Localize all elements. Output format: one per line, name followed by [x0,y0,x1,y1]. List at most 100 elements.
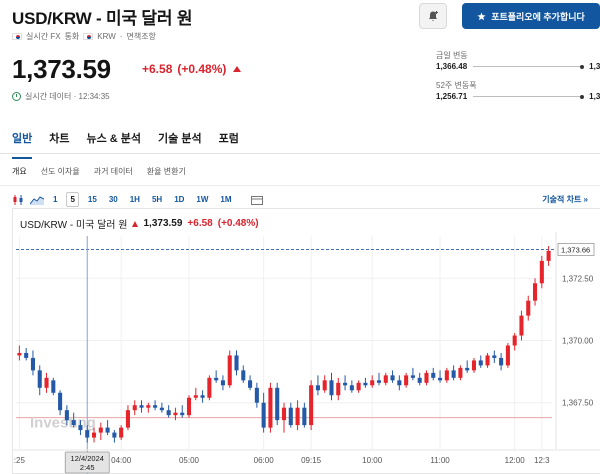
y-tick-label: 1,370.00 [562,337,594,346]
candle-body [275,387,280,421]
day-range-marker [580,64,585,69]
candle-body [281,407,287,421]
x-tick-label: 04:00 [111,456,132,465]
last-price-tag [557,243,595,256]
last-price: 1,373.59 [12,54,111,84]
candle-body [458,367,463,378]
disclaimer-link[interactable]: 면책조항 [126,32,156,41]
legend-up-icon [132,220,139,227]
candle-body [207,377,212,398]
candle-body [390,375,395,381]
week52-range-label: 52주 변동폭 [436,81,477,90]
x-tick-label: 11:00 [430,456,450,465]
meta-krw: KRW [97,32,116,41]
alert-button[interactable] [419,3,447,29]
interval-1d[interactable]: 1D [174,195,185,204]
candle-body [153,405,158,408]
star-icon [477,11,486,20]
week52-range-high: 1,373.74 [589,92,600,101]
flag-icon [83,33,94,40]
week52-range-low: 1,256.71 [436,92,468,101]
tab-news-analysis[interactable]: 뉴스 & 분석 [86,133,142,145]
candle-body [383,375,388,383]
candle-body [98,427,103,433]
candle-body [214,377,219,381]
interval-1mo[interactable]: 1M [220,195,232,204]
candle-body [492,355,497,358]
candle-body [146,405,151,408]
interval-1m[interactable]: 1 [53,195,58,204]
bell-plus-icon [429,11,438,21]
price-chart[interactable]: Investing 1,372.50 1,370.00 1,367.50 1,373.6… [12,232,600,474]
x-tick-label: 09:15 [301,456,322,465]
chart-toolbar: 1 5 15 30 1H 5H 1D 1W 1M [12,192,263,207]
candle-body [268,387,273,428]
candle-body [444,370,449,381]
interval-5m[interactable]: 5 [66,192,79,207]
candle-body [322,380,327,391]
candle-body [261,402,266,428]
candle-body [186,397,192,416]
crosshair-tooltip [64,451,110,474]
candle-body [159,407,164,411]
candle-body [349,385,354,391]
tab-chart[interactable]: 차트 [49,133,70,145]
interval-15m[interactable]: 15 [87,195,97,204]
candle-body [505,345,510,366]
add-to-portfolio-label: 포트폴리오에 추가합니다 [491,11,585,22]
candle-body [91,432,97,438]
x-tick-label: 12:3 [534,456,550,465]
advanced-chart-link[interactable]: 기술적 차트 » [542,194,588,205]
candle-body [539,260,544,284]
candle-body [519,315,524,336]
candle-body [24,352,29,358]
candle-body [309,385,314,426]
candle-body [485,355,490,366]
candle-body [370,380,375,386]
candle-body [112,432,117,438]
candle-body [78,425,83,431]
tab-overview[interactable]: 일반 [12,130,33,159]
subtab-forward-rates[interactable]: 선도 이자율 [40,167,80,176]
add-to-portfolio-button[interactable]: 포트폴리오에 추가합니다 [462,3,600,29]
subtabs-divider [0,185,600,186]
tab-forum[interactable]: 포럼 [218,133,239,145]
day-range-low: 1,366.48 [436,62,468,71]
candle-body [376,380,382,383]
subtab-historical-data[interactable]: 과거 데이터 [93,167,133,176]
candle-body [44,377,49,388]
interval-1h[interactable]: 1H [129,195,140,204]
meta-currency: 통화 [64,32,80,41]
page-title: USD/KRW - 미국 달러 원 [12,9,193,28]
sub-tabs: 개요 선도 이자율 과거 데이터 환율 변환기 [12,166,186,177]
crosshair-date: 12/4/2024 [71,454,104,463]
candle-body [85,430,90,438]
investing-watermark: Investing [30,415,96,432]
candle-body [180,412,185,416]
candlestick-chart-icon[interactable] [12,194,24,205]
candle-body [248,380,253,388]
area-chart-icon[interactable] [30,195,44,205]
meta-realtime-fx: 실시간 FX [26,32,61,41]
candle-body [105,427,110,433]
candle-body [471,360,477,371]
candle-body [336,382,341,396]
interval-30m[interactable]: 30 [108,195,118,204]
subtab-converter[interactable]: 환율 변환기 [146,167,186,176]
tab-technical[interactable]: 기술 분석 [158,133,202,145]
x-tick-label: 12:00 [505,456,526,465]
quote-meta: 실시간 FX 통화 KRW · 면책조항 [12,31,156,42]
interval-5h[interactable]: 5H [151,195,163,204]
candle-body [526,300,531,316]
candle-body [37,370,42,388]
interval-1w[interactable]: 1W [196,195,209,204]
subtab-summary[interactable]: 개요 [12,167,27,176]
up-arrow-icon [233,66,242,72]
candle-body [438,377,443,381]
candle-body [241,370,246,381]
week52-range: 1,256.71 1,373.74 [436,92,600,101]
calendar-icon[interactable] [250,195,263,205]
candle-body [125,410,130,428]
candle-body [254,387,259,403]
chart-legend: USD/KRW - 미국 달러 원 1,373.59 +6.58 (+0.48%… [20,216,259,231]
